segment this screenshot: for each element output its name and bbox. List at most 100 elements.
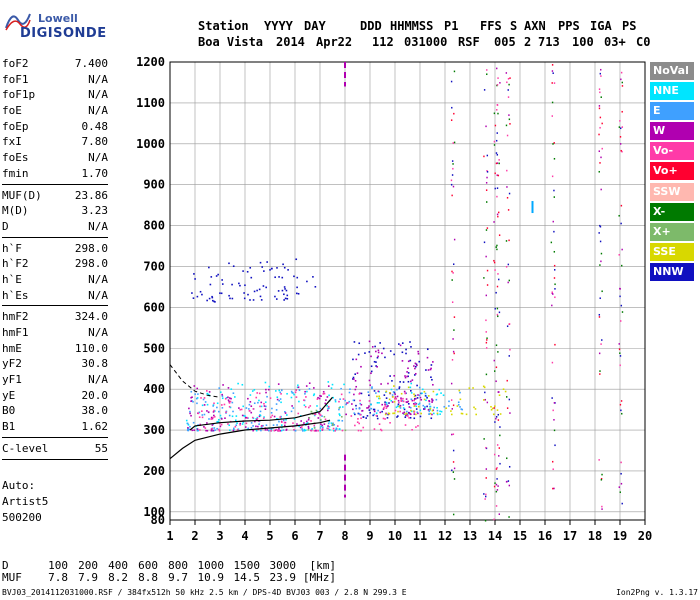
- echo-point: [189, 412, 191, 415]
- echo-point: [385, 397, 388, 399]
- noise-point: [621, 311, 624, 313]
- echo-point: [303, 428, 306, 431]
- echo-point: [229, 297, 231, 300]
- echo-point: [498, 394, 501, 397]
- parameter-row: h`Es N/A: [2, 288, 108, 304]
- echo-point: [204, 401, 207, 403]
- echo-point: [416, 364, 418, 367]
- noise-point: [486, 176, 488, 179]
- parameter-row: hmF2 324.0: [2, 309, 108, 325]
- noise-point: [450, 382, 453, 385]
- echo-point: [306, 390, 308, 393]
- noise-point: [508, 516, 510, 518]
- echo-point: [313, 430, 316, 432]
- echo-point: [502, 388, 505, 390]
- echo-point: [398, 401, 400, 404]
- noise-point: [493, 144, 496, 146]
- noise-point: [485, 125, 487, 128]
- echo-point: [362, 416, 365, 418]
- header-value: 112: [372, 35, 394, 49]
- echo-point: [242, 270, 244, 272]
- noise-point: [450, 183, 453, 186]
- echo-point: [394, 409, 397, 412]
- echo-point: [391, 380, 393, 382]
- echo-point: [378, 395, 380, 398]
- echo-point: [430, 367, 432, 370]
- distance-value: 800: [168, 559, 188, 572]
- echo-point: [231, 401, 234, 404]
- y-tick-label: 300: [143, 423, 165, 437]
- echo-point: [258, 420, 261, 423]
- echo-point: [280, 393, 282, 395]
- noise-point: [452, 163, 454, 165]
- echo-point: [206, 299, 208, 302]
- echo-point: [334, 400, 337, 403]
- echo-point: [328, 407, 330, 410]
- echo-point: [402, 404, 405, 406]
- echo-point: [327, 405, 330, 408]
- echo-point: [285, 289, 288, 292]
- noise-point: [484, 519, 487, 522]
- echo-point: [273, 429, 276, 432]
- noise-point: [495, 344, 498, 347]
- echo-point: [322, 390, 325, 393]
- echo-point: [356, 421, 359, 424]
- noise-point: [601, 122, 603, 125]
- echo-point: [423, 390, 426, 393]
- echo-point: [393, 385, 395, 387]
- echo-point: [208, 418, 210, 420]
- header-values-row: Boa Vista 2014 Apr22 112 031000 RSF 005 …: [198, 34, 656, 50]
- echo-point: [368, 405, 370, 407]
- echo-point: [417, 412, 419, 415]
- parameter-row: fmin 1.70: [2, 166, 108, 182]
- noise-point: [452, 272, 454, 274]
- noise-point: [618, 253, 620, 256]
- echo-point: [280, 429, 283, 432]
- echo-point: [424, 395, 427, 397]
- echo-point: [353, 378, 355, 380]
- echo-point: [406, 410, 408, 413]
- noise-point: [620, 149, 622, 152]
- distance-value: 1000: [197, 559, 225, 572]
- noise-point: [506, 169, 508, 172]
- noise-point: [496, 109, 498, 111]
- noise-point: [551, 82, 553, 84]
- echo-point: [293, 428, 295, 431]
- noise-point: [483, 89, 486, 91]
- echo-point: [393, 353, 395, 356]
- echo-point: [417, 352, 420, 355]
- echo-point: [436, 413, 439, 416]
- echo-point: [475, 413, 478, 416]
- parameter-name: foEs: [2, 151, 29, 165]
- echo-point: [270, 411, 273, 414]
- x-trace-curve: [169, 364, 221, 398]
- echo-point: [212, 404, 215, 406]
- echo-point: [202, 398, 205, 401]
- echo-point: [315, 409, 318, 412]
- echo-point: [415, 426, 417, 428]
- noise-point: [496, 248, 498, 251]
- echo-point: [228, 397, 231, 399]
- noise-point: [499, 434, 501, 437]
- echo-point: [321, 429, 324, 431]
- echo-point: [304, 393, 306, 395]
- echo-point: [358, 413, 361, 415]
- echo-point: [370, 403, 372, 406]
- noise-point: [618, 343, 620, 345]
- echo-point: [194, 278, 196, 280]
- echo-point: [392, 391, 395, 393]
- echo-point: [334, 429, 336, 432]
- echo-point: [190, 400, 192, 403]
- parameter-name: hmE: [2, 341, 22, 355]
- echo-point: [307, 425, 310, 428]
- noise-point: [496, 67, 498, 70]
- echo-point: [283, 293, 285, 296]
- echo-point: [220, 423, 223, 426]
- echo-point: [298, 389, 301, 392]
- echo-point: [218, 410, 220, 413]
- parameter-row: yE 20.0: [2, 388, 108, 404]
- header-value: Boa Vista: [198, 35, 264, 49]
- noise-point: [497, 215, 499, 218]
- noise-point: [497, 351, 499, 353]
- echo-point: [391, 394, 394, 396]
